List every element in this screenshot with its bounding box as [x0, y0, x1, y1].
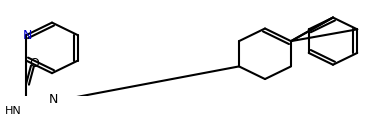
Text: N: N	[22, 29, 32, 41]
Text: N: N	[49, 93, 58, 106]
Text: HN: HN	[5, 105, 22, 114]
Text: O: O	[29, 56, 39, 69]
